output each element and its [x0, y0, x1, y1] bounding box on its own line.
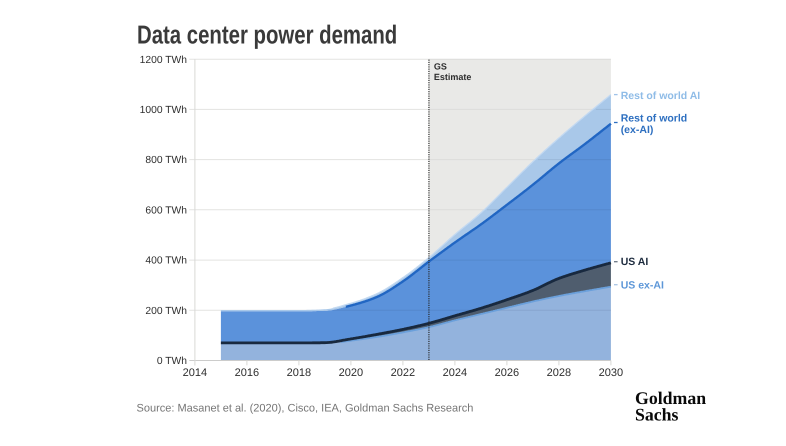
svg-text:0 TWh: 0 TWh [157, 356, 187, 367]
svg-text:Rest of world: Rest of world [621, 112, 688, 124]
svg-text:Rest of world AI: Rest of world AI [621, 90, 701, 102]
svg-text:Data center power demand: Data center power demand [137, 20, 397, 50]
svg-text:2014: 2014 [183, 367, 207, 379]
svg-text:800 TWh: 800 TWh [145, 155, 187, 166]
svg-text:2020: 2020 [339, 367, 363, 379]
svg-text:400 TWh: 400 TWh [145, 256, 187, 267]
svg-text:Goldman: Goldman [635, 388, 706, 408]
svg-text:2018: 2018 [287, 367, 311, 379]
svg-text:2016: 2016 [235, 367, 259, 379]
svg-text:600 TWh: 600 TWh [145, 205, 187, 216]
svg-text:2028: 2028 [547, 367, 571, 379]
svg-text:US ex-AI: US ex-AI [621, 279, 664, 291]
svg-text:Sachs: Sachs [635, 405, 679, 425]
svg-text:2022: 2022 [391, 367, 415, 379]
svg-text:2024: 2024 [443, 367, 467, 379]
svg-text:Source: Masanet et al. (2020),: Source: Masanet et al. (2020), Cisco, IE… [137, 403, 474, 415]
svg-text:GS: GS [434, 62, 447, 72]
svg-text:2030: 2030 [599, 367, 623, 379]
svg-text:1000 TWh: 1000 TWh [140, 105, 188, 116]
svg-text:(ex-AI): (ex-AI) [621, 124, 654, 136]
svg-text:Estimate: Estimate [434, 72, 472, 82]
svg-text:200 TWh: 200 TWh [145, 306, 187, 317]
svg-text:US AI: US AI [621, 256, 649, 268]
svg-text:2026: 2026 [495, 367, 519, 379]
svg-text:1200 TWh: 1200 TWh [140, 55, 188, 66]
